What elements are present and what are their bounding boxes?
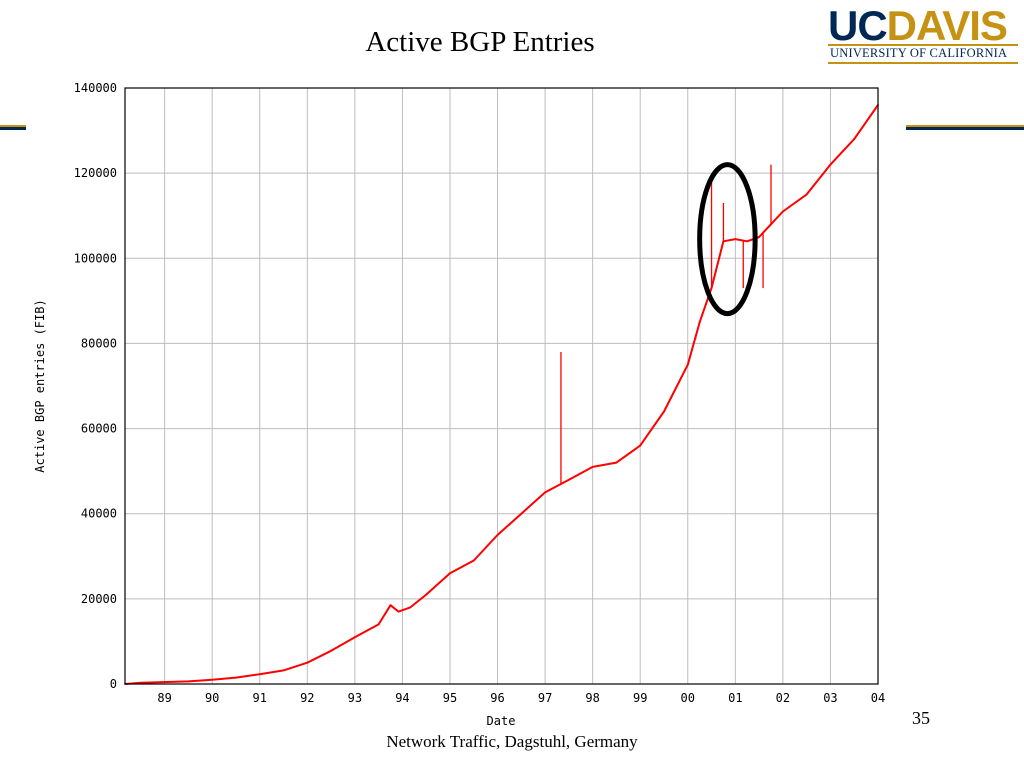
data-point	[758, 236, 761, 238]
x-tick-label: 03	[823, 691, 837, 705]
data-point	[805, 193, 808, 196]
y-tick-label: 120000	[74, 166, 117, 180]
x-tick-label: 92	[300, 691, 314, 705]
data-point	[615, 461, 618, 464]
x-axis-label: Date	[487, 714, 516, 728]
tick-labels: 89 90 91 92 93 94 95 96 97 98 99 00 01 02 03 04 0 20000 40…	[74, 81, 886, 705]
logo-rule-top	[828, 44, 1018, 46]
data-point	[306, 661, 309, 664]
decor-band-right	[906, 125, 1024, 130]
x-tick-label: 96	[490, 691, 504, 705]
x-tick-label: 04	[871, 691, 885, 705]
logo-rule-bottom	[828, 62, 1018, 64]
data-point	[353, 636, 356, 639]
logo-davis: DAVIS	[886, 2, 1008, 49]
data-point	[663, 410, 665, 413]
data-point	[591, 465, 594, 468]
logo-uc: UC	[828, 2, 888, 49]
slide-title: Active BGP Entries	[365, 26, 595, 58]
data-point	[746, 240, 749, 243]
data-point	[496, 534, 499, 536]
grid-lines	[125, 87, 879, 685]
data-point	[698, 321, 701, 324]
data-point	[258, 673, 261, 676]
data-point	[472, 559, 475, 562]
data-point	[686, 363, 689, 366]
data-point	[544, 491, 546, 494]
x-tick-label: 91	[253, 691, 267, 705]
slide-number: 35	[912, 708, 930, 728]
data-point	[734, 238, 737, 241]
y-tick-label: 0	[110, 677, 117, 691]
y-tick-label: 60000	[81, 422, 117, 436]
highlight-ellipse	[697, 162, 758, 317]
x-tick-label: 94	[395, 691, 409, 705]
data-point	[235, 676, 237, 679]
data-point	[781, 210, 784, 213]
x-tick-label: 00	[681, 691, 695, 705]
y-tick-label: 100000	[74, 251, 117, 265]
data-point	[449, 572, 451, 575]
data-point	[397, 610, 400, 613]
data-point	[139, 681, 142, 684]
x-tick-label: 01	[728, 691, 742, 705]
data-point	[282, 669, 285, 672]
x-tick-label: 97	[538, 691, 552, 705]
data-point	[330, 649, 332, 652]
data-point	[853, 138, 856, 140]
data-point	[409, 606, 412, 609]
data-point	[639, 444, 642, 447]
x-tick-label: 99	[633, 691, 647, 705]
x-tick-label: 02	[776, 691, 790, 705]
x-tick-label: 93	[348, 691, 362, 705]
x-tick-label: 89	[157, 691, 171, 705]
data-layer	[124, 104, 879, 685]
data-point	[425, 593, 428, 596]
logo-wordmark: UCDAVIS	[828, 5, 1008, 47]
bgp-chart: 89 90 91 92 93 94 95 96 97 98 99 00 01 02 03 04 0 20000 40…	[30, 76, 890, 736]
plot-background	[125, 88, 878, 684]
data-point	[187, 680, 190, 683]
data-point	[520, 512, 523, 515]
y-axis-label: Active BGP entries (FIB)	[33, 299, 47, 472]
y-tick-label: 20000	[81, 592, 117, 606]
data-point	[829, 163, 832, 166]
ucdavis-logo: UCDAVIS UNIVERSITY OF CALIFORNIA	[828, 5, 1018, 64]
x-tick-label: 98	[585, 691, 599, 705]
data-point	[389, 604, 392, 607]
slide-footer: Network Traffic, Dagstuhl, Germany	[386, 732, 638, 751]
plot-frame	[124, 87, 879, 685]
data-point	[211, 678, 214, 681]
decor-band-left	[0, 125, 26, 130]
y-tick-label: 140000	[74, 81, 117, 95]
y-tick-label: 40000	[81, 507, 117, 521]
logo-subtitle: UNIVERSITY OF CALIFORNIA	[830, 46, 1008, 60]
data-point	[567, 478, 570, 481]
bgp-chart-svg: 89 90 91 92 93 94 95 96 97 98 99 00 01 02 03 04 0 20000 40…	[33, 81, 886, 728]
data-point	[377, 623, 380, 626]
x-tick-label: 95	[443, 691, 457, 705]
x-tick-label: 90	[205, 691, 219, 705]
y-tick-label: 80000	[81, 336, 117, 350]
